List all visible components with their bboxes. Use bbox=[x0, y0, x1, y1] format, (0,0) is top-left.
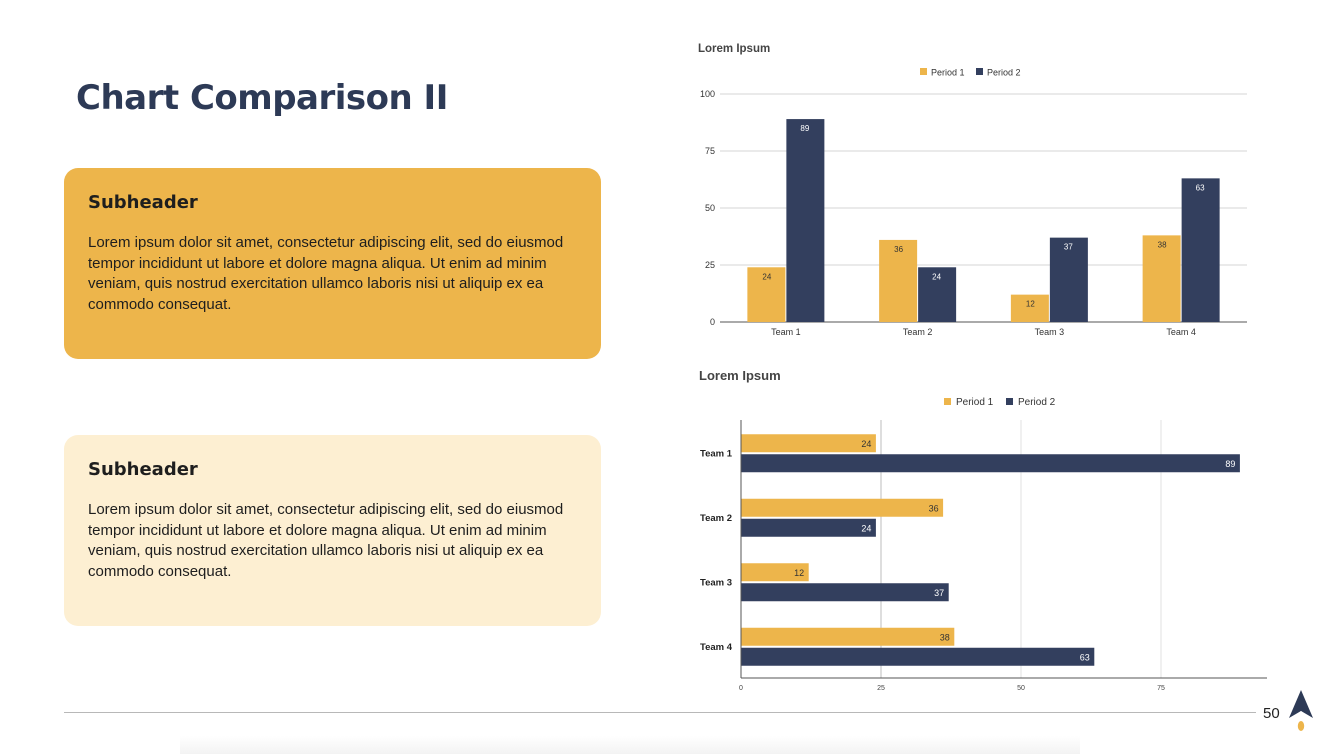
footer-divider bbox=[64, 712, 1256, 713]
bar bbox=[741, 454, 1240, 473]
data-label: 63 bbox=[1196, 183, 1205, 192]
y-tick-label: 75 bbox=[705, 146, 715, 156]
chart-title: Lorem Ipsum bbox=[699, 368, 781, 383]
data-label: 36 bbox=[894, 245, 903, 254]
y-tick-label: Team 4 bbox=[700, 642, 733, 653]
bar bbox=[747, 267, 786, 322]
legend-swatch bbox=[976, 68, 983, 75]
bar bbox=[918, 267, 957, 322]
bottom-shadow bbox=[180, 736, 1080, 754]
data-label: 38 bbox=[940, 632, 950, 642]
legend-label: Period 2 bbox=[1018, 397, 1056, 408]
horizontal-bar-chart: Lorem Ipsum Period 1 Period 2 0 25 50 75 24 89 Te… bbox=[699, 368, 1267, 692]
bar bbox=[1010, 294, 1049, 322]
data-label: 63 bbox=[1080, 652, 1090, 662]
page-title: Chart Comparison II bbox=[76, 78, 448, 118]
x-tick-label: 50 bbox=[1017, 685, 1025, 692]
y-tick-label: 0 bbox=[710, 317, 715, 327]
data-label: 89 bbox=[1225, 459, 1235, 469]
bar bbox=[741, 498, 944, 517]
y-tick-label: 50 bbox=[705, 203, 715, 213]
rocket-logo-icon bbox=[1289, 690, 1313, 731]
data-label: 12 bbox=[794, 568, 804, 578]
y-tick-label: Team 1 bbox=[700, 448, 733, 459]
vertical-bar-chart: Lorem Ipsum Period 1 Period 2 0 25 50 75 100 24 8… bbox=[698, 43, 1247, 337]
data-label: 37 bbox=[934, 588, 944, 598]
x-tick-label: 75 bbox=[1157, 685, 1165, 692]
legend-swatch bbox=[1006, 398, 1013, 405]
bar bbox=[741, 583, 949, 602]
legend-label: Period 2 bbox=[987, 68, 1021, 78]
x-tick-label: Team 3 bbox=[1035, 327, 1065, 337]
y-tick-label: Team 2 bbox=[700, 513, 732, 524]
legend-label: Period 1 bbox=[956, 397, 994, 408]
bar bbox=[1181, 178, 1220, 322]
data-label: 89 bbox=[800, 124, 809, 133]
data-label: 12 bbox=[1026, 300, 1035, 309]
card-subheader: Subheader bbox=[88, 459, 198, 480]
info-card-secondary: Subheader Lorem ipsum dolor sit amet, co… bbox=[64, 435, 601, 626]
legend-swatch bbox=[920, 68, 927, 75]
card-subheader: Subheader bbox=[88, 192, 198, 213]
x-tick-label: 0 bbox=[739, 685, 743, 692]
data-label: 24 bbox=[861, 523, 871, 533]
page-number: 50 bbox=[1263, 705, 1280, 722]
data-label: 36 bbox=[929, 503, 939, 513]
legend-swatch bbox=[944, 398, 951, 405]
data-label: 24 bbox=[861, 439, 871, 449]
bar bbox=[1049, 237, 1088, 322]
x-tick-label: Team 1 bbox=[771, 327, 801, 337]
bar bbox=[786, 119, 825, 322]
data-label: 38 bbox=[1158, 240, 1167, 249]
bar bbox=[1142, 235, 1181, 322]
card-body: Lorem ipsum dolor sit amet, consectetur … bbox=[88, 234, 564, 313]
y-tick-label: Team 3 bbox=[700, 577, 732, 588]
bar bbox=[741, 563, 809, 582]
card-body: Lorem ipsum dolor sit amet, consectetur … bbox=[88, 501, 564, 580]
bar bbox=[741, 627, 955, 646]
legend-label: Period 1 bbox=[931, 68, 965, 78]
bar bbox=[741, 518, 876, 537]
bar bbox=[879, 239, 918, 322]
bar bbox=[741, 434, 876, 453]
data-label: 24 bbox=[932, 272, 941, 281]
chart-title: Lorem Ipsum bbox=[698, 43, 770, 55]
x-tick-label: 25 bbox=[877, 685, 885, 692]
x-tick-label: Team 2 bbox=[903, 327, 933, 337]
bar bbox=[741, 647, 1095, 666]
data-label: 37 bbox=[1064, 243, 1073, 252]
data-label: 24 bbox=[762, 272, 771, 281]
y-tick-label: 25 bbox=[705, 260, 715, 270]
y-tick-label: 100 bbox=[700, 89, 715, 99]
x-tick-label: Team 4 bbox=[1166, 327, 1196, 337]
info-card-primary: Subheader Lorem ipsum dolor sit amet, co… bbox=[64, 168, 601, 359]
